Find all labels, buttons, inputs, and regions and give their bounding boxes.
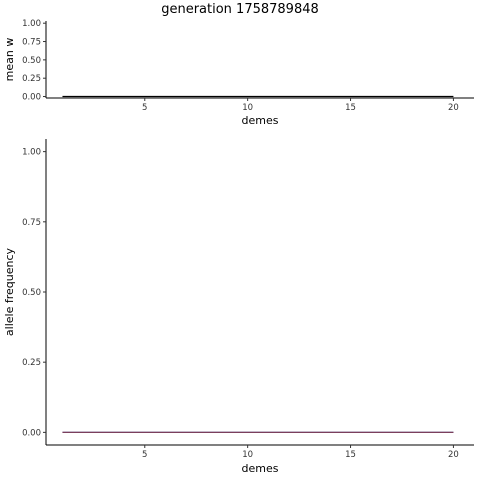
x-tick-label: 15 — [345, 103, 356, 113]
x-tick-label: 15 — [345, 450, 356, 460]
allele-frequency-panel: 0.00 0.25 0.50 0.75 1.00 5 10 15 20 demes allele f… — [3, 139, 474, 475]
x-tick-label: 5 — [142, 103, 147, 113]
y-tick-label: 0.25 — [22, 358, 41, 368]
chart-title: generation 1758789848 — [161, 2, 319, 17]
x-tick-label: 20 — [448, 103, 459, 113]
y-axis-title: mean w — [3, 38, 16, 82]
y-tick-label: 0.25 — [22, 74, 41, 84]
x-tick-label: 5 — [142, 450, 147, 460]
y-tick-label: 0.50 — [22, 288, 41, 298]
x-tick-label: 10 — [242, 450, 253, 460]
y-tick-label: 0.50 — [22, 56, 41, 66]
y-tick-label: 0.00 — [22, 93, 41, 103]
x-axis-title: demes — [242, 462, 279, 475]
x-axis-title: demes — [242, 114, 279, 127]
x-tick-label: 10 — [242, 103, 253, 113]
y-tick-label: 0.75 — [22, 218, 41, 228]
y-tick-label: 0.75 — [22, 38, 41, 48]
y-tick-label: 1.00 — [22, 148, 41, 158]
x-tick-label: 20 — [448, 450, 459, 460]
y-axis-title: allele frequency — [3, 247, 16, 336]
y-tick-label: 1.00 — [22, 19, 41, 29]
y-tick-label: 0.00 — [22, 428, 41, 438]
mean-w-panel: 0.00 0.25 0.50 0.75 1.00 5 10 15 20 demes mean w — [3, 19, 474, 127]
